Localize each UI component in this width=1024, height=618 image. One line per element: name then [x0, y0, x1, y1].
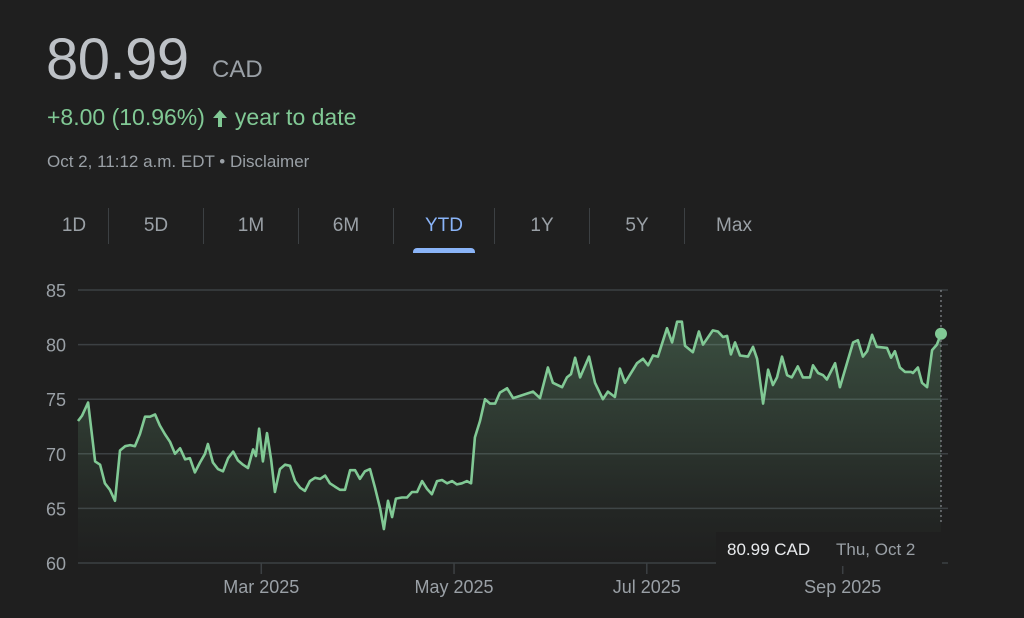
price-line: [76, 320, 943, 531]
tab-5d[interactable]: 5D: [143, 215, 169, 236]
x-tick-label: May 2025: [415, 577, 494, 597]
x-tick-label: Jul 2025: [613, 577, 681, 597]
x-tick-label: Mar 2025: [223, 577, 299, 597]
timestamp: Oct 2, 11:12 a.m. EDT: [47, 152, 215, 171]
tab-1m[interactable]: 1M: [237, 215, 265, 236]
range-tabs: 1D 5D 1M 6M YTD 1Y 5Y Max: [40, 207, 783, 247]
y-axis-labels: 60 65 70 75 80 85: [46, 281, 66, 574]
divider: [684, 208, 685, 244]
y-tick-label: 60: [46, 554, 66, 574]
y-tick-label: 65: [46, 499, 66, 519]
change-period: year to date: [234, 104, 357, 130]
tooltip-bg: [716, 532, 942, 566]
divider: [494, 208, 495, 244]
tab-6m[interactable]: 6M: [332, 215, 360, 236]
price-chart[interactable]: 60 65 70 75 80 85 Mar 2025 May 2025 Jul 2025 Sep…: [0, 270, 1024, 618]
price-change: +8.00 (10.96%) year to date: [47, 104, 356, 131]
tooltip-date: Thu, Oct 2: [836, 540, 915, 559]
divider: [589, 208, 590, 244]
tab-5y[interactable]: 5Y: [625, 215, 649, 236]
last-price-dot: [934, 327, 947, 340]
divider: [203, 208, 204, 244]
currency-label: CAD: [212, 56, 263, 83]
tooltip-value: 80.99 CAD: [727, 540, 810, 559]
disclaimer-link[interactable]: Disclaimer: [229, 152, 310, 171]
tab-1d[interactable]: 1D: [61, 215, 87, 236]
current-price: 80.99: [46, 27, 189, 92]
tab-1y[interactable]: 1Y: [530, 215, 554, 236]
divider: [108, 208, 109, 244]
arrow-up-icon: [212, 109, 227, 127]
quote-meta: Oct 2, 11:12 a.m. EDT • Disclaimer: [47, 152, 309, 172]
x-tick-label: Sep 2025: [804, 577, 881, 597]
divider: [298, 208, 299, 244]
tab-ytd[interactable]: YTD: [394, 207, 494, 245]
price-area-fill: [78, 321, 941, 563]
y-tick-label: 80: [46, 336, 66, 356]
x-axis-labels: Mar 2025 May 2025 Jul 2025 Sep 2025: [223, 563, 881, 597]
y-tick-label: 85: [46, 281, 66, 301]
tab-max[interactable]: Max: [716, 215, 752, 236]
change-value: +8.00 (10.96%): [47, 104, 205, 130]
separator-dot: •: [219, 152, 226, 171]
y-tick-label: 70: [46, 445, 66, 465]
y-tick-label: 75: [46, 390, 66, 410]
